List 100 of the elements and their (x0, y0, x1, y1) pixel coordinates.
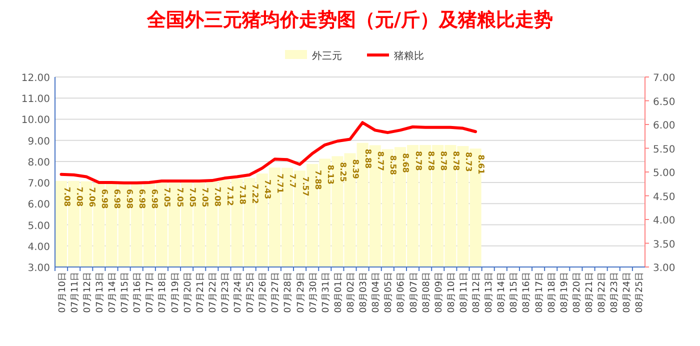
y2-tick-label: 6.50 (653, 96, 676, 108)
x-tick-label: 07月16日 (133, 272, 144, 313)
x-tick-label: 08月18日 (547, 272, 558, 313)
x-tick-label: 07月31日 (321, 272, 332, 313)
y-tick-label: 3.00 (28, 263, 50, 274)
y2-tick-label: 3.50 (653, 239, 676, 250)
x-tick-label: 07月19日 (170, 272, 181, 313)
y2-tick-label: 7.00 (653, 73, 676, 84)
data-label: 7.05 (200, 188, 210, 208)
legend-label: 猪粮比 (394, 50, 424, 62)
y2-tick-label: 5.00 (653, 168, 676, 179)
data-label: 7.18 (238, 184, 248, 205)
x-tick-label: 08月10日 (446, 272, 457, 313)
x-tick-label: 08月08日 (422, 272, 432, 313)
x-tick-label: 07月23日 (220, 272, 231, 313)
data-label: 6.98 (150, 188, 160, 210)
x-tick-label: 07月13日 (95, 272, 106, 313)
data-label: 7.57 (300, 176, 310, 196)
x-tick-label: 08月21日 (585, 272, 596, 313)
data-label: 7.08 (212, 186, 222, 208)
x-tick-label: 08月09日 (434, 272, 444, 313)
data-label: 7.22 (250, 184, 260, 204)
data-label: 8.39 (351, 159, 360, 180)
data-label: 7.08 (74, 186, 84, 208)
y-tick-label: 8.00 (28, 157, 50, 168)
x-tick-label: 08月22日 (598, 272, 608, 313)
data-label: 7.7 (288, 174, 298, 188)
x-tick-label: 07月30日 (308, 272, 319, 313)
y-tick-label: 11.00 (21, 94, 50, 106)
y2-tick-label: 4.50 (653, 192, 676, 203)
x-tick-label: 07月11日 (70, 272, 80, 313)
x-tick-label: 08月20日 (572, 272, 582, 313)
x-tick-label: 08月02日 (346, 272, 356, 313)
data-label: 8.78 (414, 150, 423, 172)
x-tick-label: 07月14日 (108, 272, 118, 313)
x-tick-label: 07月18日 (158, 272, 168, 313)
x-tick-label: 07月21日 (196, 272, 206, 313)
x-tick-label: 07月17日 (146, 272, 156, 313)
x-tick-label: 08月01日 (334, 272, 344, 313)
legend-label: 外三元 (312, 51, 342, 62)
x-tick-label: 08月25日 (635, 272, 646, 313)
data-label: 7.05 (188, 188, 197, 208)
data-label: 7.71 (276, 174, 285, 194)
x-tick-label: 08月15日 (510, 272, 520, 313)
x-tick-label: 08月19日 (560, 272, 570, 313)
data-label: 7.05 (175, 188, 184, 208)
y2-tick-label: 5.50 (653, 144, 676, 156)
x-tick-label: 08月07日 (409, 272, 420, 313)
x-tick-label: 08月24日 (622, 272, 633, 313)
y-tick-label: 10.00 (21, 115, 50, 126)
x-tick-label: 08月17日 (534, 272, 545, 313)
y2-tick-label: 4.00 (653, 216, 676, 226)
x-tick-label: 07月26日 (258, 272, 269, 313)
y2-tick-label: 3.00 (653, 263, 676, 274)
data-label: 8.78 (438, 150, 448, 172)
y-tick-label: 6.00 (28, 200, 50, 211)
x-tick-label: 07月20日 (183, 272, 194, 313)
data-label: 8.25 (338, 162, 348, 182)
data-label: 7.08 (62, 186, 72, 208)
data-label: 6.98 (125, 188, 134, 210)
x-tick-label: 08月14日 (497, 272, 508, 313)
data-label: 8.77 (376, 151, 386, 171)
data-label: 8.58 (388, 155, 398, 176)
y-tick-label: 5.00 (28, 220, 50, 232)
data-label: 8.78 (451, 150, 460, 172)
x-tick-label: 07月15日 (120, 272, 131, 313)
y-tick-label: 12.00 (21, 73, 50, 84)
x-tick-label: 07月29日 (296, 272, 306, 313)
data-label: 7.05 (162, 188, 172, 208)
data-label: 7.12 (225, 186, 234, 206)
x-tick-label: 08月11日 (459, 272, 470, 313)
data-label: 7.88 (313, 170, 322, 190)
x-tick-label: 07月28日 (284, 272, 294, 313)
data-label: 8.68 (401, 153, 410, 174)
x-tick-label: 07月27日 (271, 272, 282, 313)
data-label: 7.43 (263, 179, 272, 200)
x-tick-label: 07月10日 (58, 272, 68, 313)
x-tick-label: 08月12日 (472, 272, 482, 313)
x-tick-label: 08月06日 (396, 272, 407, 313)
data-label: 6.98 (112, 188, 122, 210)
y-tick-label: 7.00 (28, 178, 50, 190)
x-tick-label: 08月04日 (372, 272, 382, 313)
data-label: 6.98 (138, 188, 147, 210)
x-tick-label: 08月05日 (384, 272, 394, 313)
data-label: 8.88 (364, 148, 373, 170)
x-tick-label: 08月16日 (522, 272, 532, 313)
data-label: 8.13 (326, 164, 335, 184)
x-tick-label: 08月13日 (484, 272, 495, 313)
data-label: 7.06 (87, 187, 96, 208)
x-tick-label: 07月22日 (208, 272, 218, 313)
x-tick-label: 08月03日 (359, 272, 370, 313)
x-tick-label: 07月12日 (82, 272, 93, 313)
data-label: 8.78 (426, 150, 436, 172)
y-tick-label: 4.00 (28, 242, 50, 253)
chart-title: 全国外三元猪均价走势图（元/斤）及猪粮比走势 (146, 9, 553, 31)
y-tick-label: 9.00 (28, 136, 50, 148)
y2-tick-label: 6.00 (653, 120, 676, 132)
data-label: 8.73 (464, 152, 473, 172)
data-label: 8.61 (476, 154, 486, 175)
x-tick-label: 08月23日 (610, 272, 620, 313)
